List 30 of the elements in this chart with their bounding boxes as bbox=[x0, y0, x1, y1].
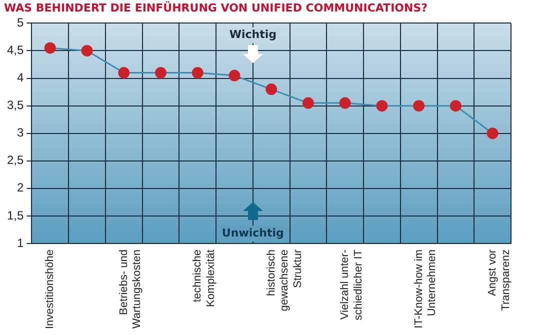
x-tick-label: Angst vor Transparenz bbox=[486, 249, 512, 311]
point bbox=[450, 100, 462, 112]
chart-title: WAS BEHINDERT DIE EINFÜHRUNG VON UNIFIED COMMUNICATIONS? bbox=[4, 0, 428, 14]
y-tick-label: 2,5 bbox=[6, 153, 24, 168]
point bbox=[154, 67, 166, 79]
y-tick-label: 4,5 bbox=[6, 43, 24, 58]
point bbox=[118, 67, 130, 79]
point bbox=[192, 67, 204, 79]
x-tick-label: Investitionshöhe bbox=[44, 250, 56, 329]
y-tick-label: 5 bbox=[16, 16, 24, 30]
x-tick-label: Betriebs- und Wartungskosten bbox=[118, 250, 144, 329]
x-tick-label: technische Komplexität bbox=[192, 250, 217, 307]
y-tick-label: 1,5 bbox=[6, 208, 24, 222]
point bbox=[339, 97, 351, 109]
y-tick-label: 3,5 bbox=[6, 98, 24, 112]
x-tick-label: historisch gewachsene Struktur bbox=[265, 249, 304, 312]
y-tick-label: 3 bbox=[16, 126, 24, 140]
point bbox=[228, 70, 240, 82]
y-tick-label: 2 bbox=[16, 180, 24, 195]
y-tick-label: 1 bbox=[16, 236, 24, 250]
point bbox=[486, 128, 498, 140]
point bbox=[44, 42, 56, 54]
point bbox=[413, 100, 425, 112]
annotation: Wichtig bbox=[229, 28, 276, 42]
point bbox=[266, 84, 278, 96]
point bbox=[302, 97, 314, 109]
annotation: Unwichtig bbox=[222, 226, 284, 240]
y-tick-label: 4 bbox=[16, 70, 24, 85]
point bbox=[81, 44, 93, 56]
point bbox=[376, 100, 388, 112]
